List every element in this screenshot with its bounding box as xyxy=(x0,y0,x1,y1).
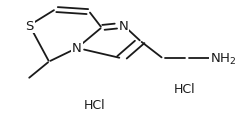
Text: HCl: HCl xyxy=(83,98,105,111)
Text: NH$_2$: NH$_2$ xyxy=(210,51,237,66)
Text: S: S xyxy=(25,20,34,33)
Text: N: N xyxy=(72,42,82,55)
Text: N: N xyxy=(119,20,128,33)
Text: HCl: HCl xyxy=(174,82,195,95)
